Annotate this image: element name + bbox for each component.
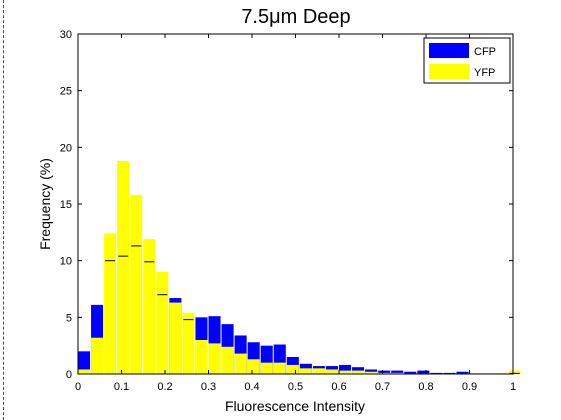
y-tick-label: 30 bbox=[60, 29, 72, 41]
x-tick-label: 0.9 bbox=[462, 381, 477, 393]
bar-yfp bbox=[260, 362, 273, 374]
chart-title: 7.5μm Deep bbox=[241, 6, 350, 28]
x-tick-label: 0.3 bbox=[201, 381, 216, 393]
bar-yfp bbox=[508, 370, 521, 374]
bar-yfp bbox=[273, 362, 286, 374]
x-tick-label: 0.1 bbox=[114, 381, 129, 393]
bar-yfp bbox=[208, 343, 221, 374]
bar-yfp bbox=[195, 340, 208, 374]
bar-cfp bbox=[378, 370, 391, 374]
x-tick-label: 0.2 bbox=[157, 381, 172, 393]
y-tick-label: 10 bbox=[60, 256, 72, 268]
legend-swatch-yfp bbox=[429, 64, 469, 79]
bar-cfp bbox=[417, 370, 430, 374]
y-tick-label: 5 bbox=[66, 312, 72, 324]
x-axis-label: Fluorescence Intensity bbox=[225, 398, 365, 414]
legend-label-cfp: CFP bbox=[474, 46, 496, 58]
bar-yfp bbox=[365, 371, 378, 374]
bar-yfp bbox=[352, 370, 365, 374]
bar-yfp bbox=[391, 372, 404, 374]
legend-label-yfp: YFP bbox=[474, 67, 495, 79]
x-tick-label: 0.5 bbox=[288, 381, 303, 393]
bar-yfp bbox=[339, 370, 352, 374]
bar-yfp bbox=[299, 368, 312, 374]
bar-cfp bbox=[339, 364, 352, 374]
bar-yfp bbox=[169, 302, 182, 374]
bar-yfp bbox=[143, 239, 156, 374]
x-tick-label: 0.7 bbox=[375, 381, 390, 393]
y-tick-label: 0 bbox=[66, 369, 72, 381]
x-tick-label: 0 bbox=[75, 381, 81, 393]
y-axis-label: Frequency (%) bbox=[37, 158, 53, 250]
legend: CFP YFP bbox=[423, 37, 511, 84]
legend-swatch-cfp bbox=[429, 43, 469, 58]
bar-yfp bbox=[378, 372, 391, 374]
bar-cfp bbox=[404, 371, 417, 374]
bars-group bbox=[78, 160, 521, 374]
bar-yfp bbox=[286, 364, 299, 374]
bar-yfp bbox=[117, 160, 130, 374]
y-tick-label: 25 bbox=[60, 86, 72, 98]
bar-yfp bbox=[91, 337, 104, 374]
bar-cfp bbox=[456, 371, 469, 374]
left-dashed-border bbox=[3, 0, 4, 420]
y-tick-label: 15 bbox=[60, 199, 72, 211]
bar-yfp bbox=[325, 369, 338, 374]
bar-yfp bbox=[221, 346, 234, 374]
bar-yfp bbox=[104, 233, 117, 374]
y-tick-label: 20 bbox=[60, 142, 72, 154]
x-tick-label: 0.8 bbox=[418, 381, 433, 393]
bar-yfp bbox=[247, 359, 260, 374]
bar-yfp bbox=[182, 312, 195, 374]
bar-cfp bbox=[78, 351, 91, 374]
bar-yfp bbox=[156, 272, 169, 374]
bar-yfp bbox=[78, 369, 91, 374]
x-tick-label: 0.4 bbox=[244, 381, 259, 393]
bar-cfp bbox=[391, 370, 404, 374]
x-tick-label: 1 bbox=[510, 381, 516, 393]
bar-yfp bbox=[234, 353, 247, 374]
x-tick-label: 0.6 bbox=[331, 381, 346, 393]
axis-ticks: 0 0.1 0.2 0.3 0.4 0.5 0.6 0.7 0.8 0.9 105101520253… bbox=[60, 29, 516, 393]
bar-yfp bbox=[312, 368, 325, 374]
bar-yfp bbox=[130, 194, 143, 374]
